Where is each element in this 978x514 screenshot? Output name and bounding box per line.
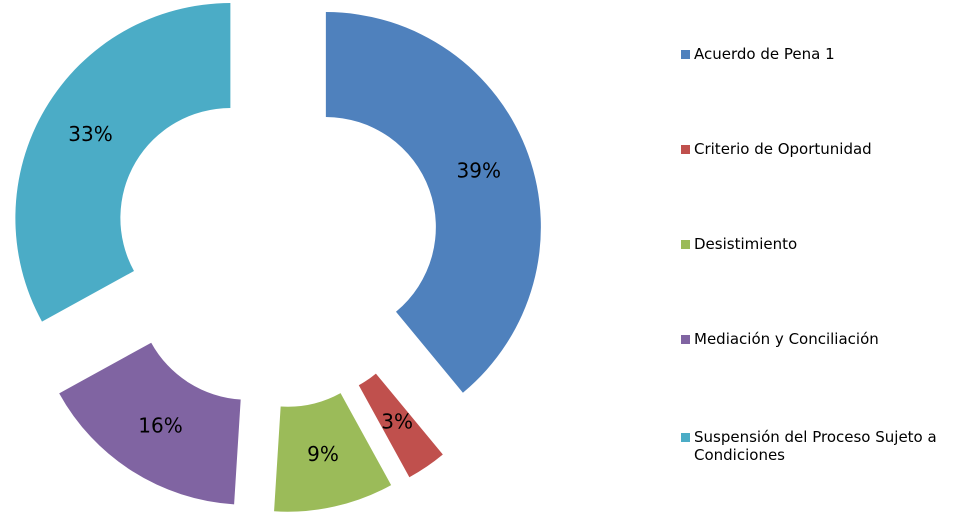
slice bbox=[358, 373, 443, 478]
legend-label: Criterio de Oportunidad bbox=[694, 140, 872, 158]
legend-swatch bbox=[681, 335, 690, 344]
legend-label: Mediación y Conciliación bbox=[694, 330, 879, 348]
legend-label: Suspensión del Proceso Sujeto a Condicio… bbox=[694, 428, 937, 464]
data-label: 39% bbox=[457, 159, 501, 183]
legend-swatch bbox=[681, 145, 690, 154]
legend-item: Suspensión del Proceso Sujeto a Condicio… bbox=[681, 428, 971, 464]
legend-label: Acuerdo de Pena 1 bbox=[694, 45, 835, 63]
data-label: 9% bbox=[307, 442, 339, 466]
legend-item: Criterio de Oportunidad bbox=[681, 140, 971, 158]
slice bbox=[59, 342, 241, 505]
legend-swatch bbox=[681, 433, 690, 442]
slice bbox=[15, 3, 231, 322]
legend-item: Mediación y Conciliación bbox=[681, 330, 971, 348]
legend-swatch bbox=[681, 240, 690, 249]
legend-label: Desistimiento bbox=[694, 235, 798, 253]
legend-item: Desistimiento bbox=[681, 235, 971, 253]
data-label: 3% bbox=[381, 410, 413, 434]
donut: 39% 3% 9% 16% 33% bbox=[15, 3, 541, 512]
legend-item: Acuerdo de Pena 1 bbox=[681, 45, 971, 63]
slice bbox=[325, 12, 541, 393]
data-label: 33% bbox=[68, 122, 112, 146]
slice bbox=[274, 393, 392, 512]
legend-swatch bbox=[681, 50, 690, 59]
data-label: 16% bbox=[138, 413, 182, 437]
